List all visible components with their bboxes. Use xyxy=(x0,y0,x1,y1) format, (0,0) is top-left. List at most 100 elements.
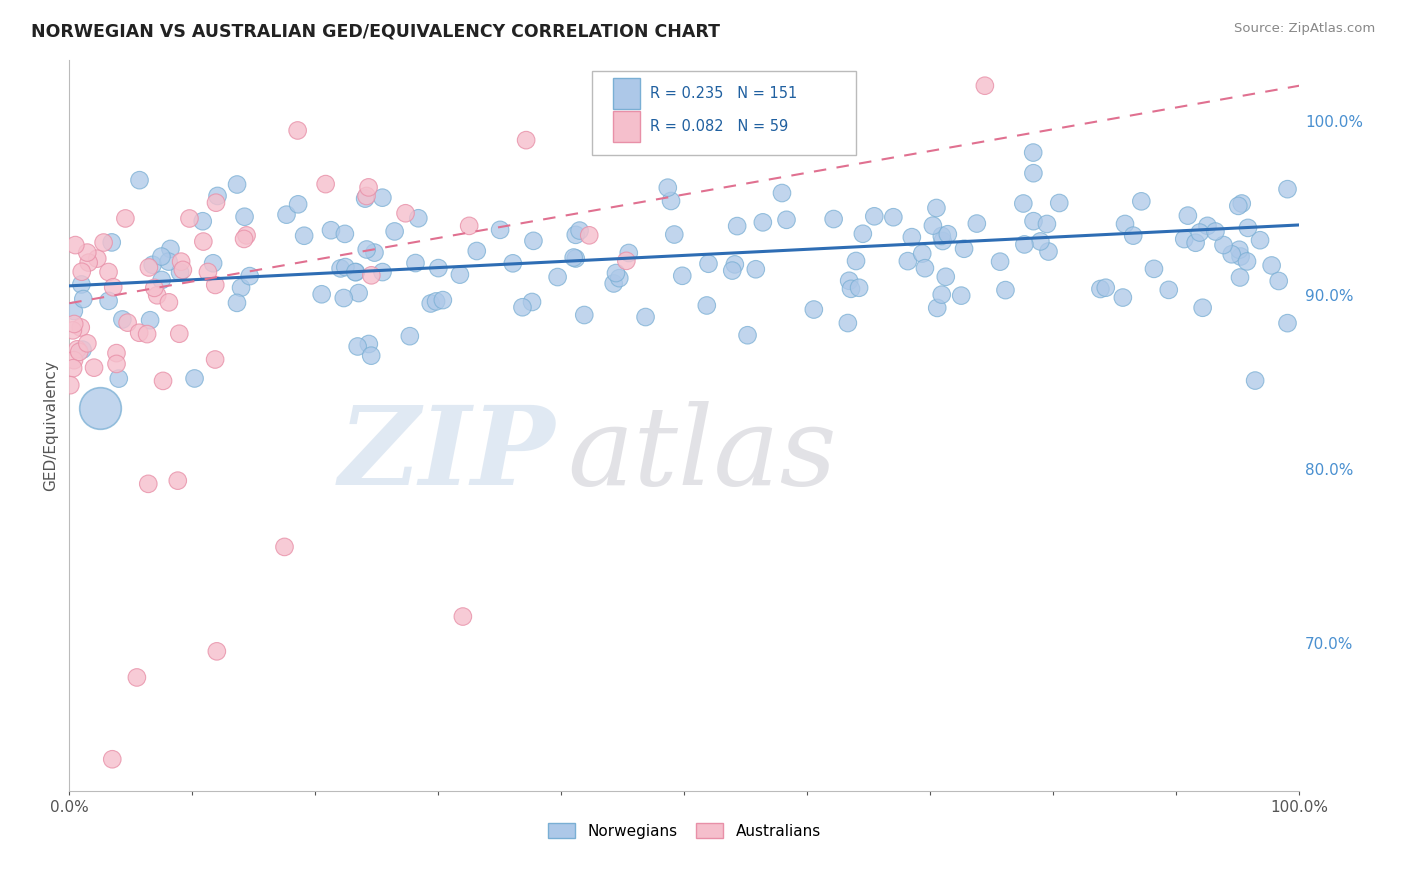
Point xyxy=(465,244,488,258)
Point xyxy=(398,329,420,343)
Point xyxy=(346,339,368,353)
Point xyxy=(1220,247,1243,261)
Point xyxy=(1012,196,1035,211)
Point xyxy=(1244,374,1267,388)
Point xyxy=(69,320,91,334)
Point xyxy=(159,242,181,256)
Point xyxy=(347,286,370,301)
Point xyxy=(357,337,380,351)
Point xyxy=(143,281,166,295)
Point xyxy=(139,313,162,327)
Point xyxy=(770,186,793,200)
Point xyxy=(319,223,342,237)
Point xyxy=(671,268,693,283)
Point xyxy=(111,312,134,326)
Point xyxy=(1022,166,1045,180)
Point xyxy=(405,256,427,270)
Point xyxy=(1130,194,1153,209)
Point xyxy=(547,270,569,285)
Point xyxy=(605,266,627,280)
Point xyxy=(128,326,150,340)
Point xyxy=(1022,214,1045,228)
Point xyxy=(602,277,624,291)
Point xyxy=(1227,243,1250,257)
Point xyxy=(1188,226,1211,240)
Point xyxy=(994,283,1017,297)
Point xyxy=(451,609,474,624)
Point xyxy=(697,257,720,271)
Point xyxy=(931,229,953,244)
Point xyxy=(432,293,454,307)
Point xyxy=(522,234,544,248)
Point xyxy=(103,280,125,294)
Point xyxy=(863,209,886,223)
Point xyxy=(233,232,256,246)
Point xyxy=(1143,261,1166,276)
Point xyxy=(1122,228,1144,243)
Point xyxy=(607,271,630,285)
Point xyxy=(408,211,430,226)
Point xyxy=(925,201,948,215)
Point xyxy=(574,308,596,322)
Point xyxy=(142,258,165,272)
Point xyxy=(1267,274,1289,288)
Point xyxy=(568,224,591,238)
Point xyxy=(371,265,394,279)
Point xyxy=(737,328,759,343)
Point xyxy=(936,227,959,242)
Text: Source: ZipAtlas.com: Source: ZipAtlas.com xyxy=(1234,22,1375,36)
Point xyxy=(63,353,86,368)
Point xyxy=(449,268,471,282)
Point xyxy=(1022,145,1045,160)
Point xyxy=(66,343,89,357)
Point xyxy=(1029,235,1052,249)
Text: NORWEGIAN VS AUSTRALIAN GED/EQUIVALENCY CORRELATION CHART: NORWEGIAN VS AUSTRALIAN GED/EQUIVALENCY … xyxy=(31,22,720,40)
Point xyxy=(239,269,262,284)
Point xyxy=(848,281,870,295)
Point xyxy=(125,670,148,684)
Point xyxy=(725,219,748,233)
Point xyxy=(502,256,524,270)
Point xyxy=(852,227,875,241)
Point xyxy=(1114,217,1136,231)
Point xyxy=(520,295,543,310)
Point xyxy=(157,295,180,310)
Point xyxy=(657,180,679,194)
Point xyxy=(966,217,988,231)
Point xyxy=(136,476,159,491)
Point xyxy=(150,250,173,264)
Point xyxy=(169,326,191,341)
Point xyxy=(1236,254,1258,268)
Point xyxy=(839,282,862,296)
Point xyxy=(659,194,682,208)
Point xyxy=(179,211,201,226)
Point xyxy=(146,288,169,302)
Point xyxy=(837,316,859,330)
Point xyxy=(83,360,105,375)
Point xyxy=(273,540,295,554)
Point xyxy=(1038,244,1060,259)
Point xyxy=(344,265,367,279)
Point xyxy=(105,346,128,360)
Point xyxy=(838,274,860,288)
Point xyxy=(512,300,534,314)
Point xyxy=(356,243,378,257)
Point xyxy=(62,361,84,376)
Point xyxy=(731,127,754,141)
Point xyxy=(394,206,416,220)
Point xyxy=(62,323,84,337)
Point xyxy=(911,246,934,260)
Point xyxy=(1204,225,1226,239)
Point xyxy=(914,261,936,276)
Point xyxy=(931,234,953,248)
Point xyxy=(233,210,256,224)
FancyBboxPatch shape xyxy=(592,70,856,154)
Point xyxy=(93,235,115,250)
Point xyxy=(72,343,94,357)
Point xyxy=(183,371,205,385)
Point xyxy=(157,254,180,268)
Point xyxy=(634,310,657,324)
Point xyxy=(101,752,124,766)
Point xyxy=(384,224,406,238)
Point xyxy=(360,349,382,363)
